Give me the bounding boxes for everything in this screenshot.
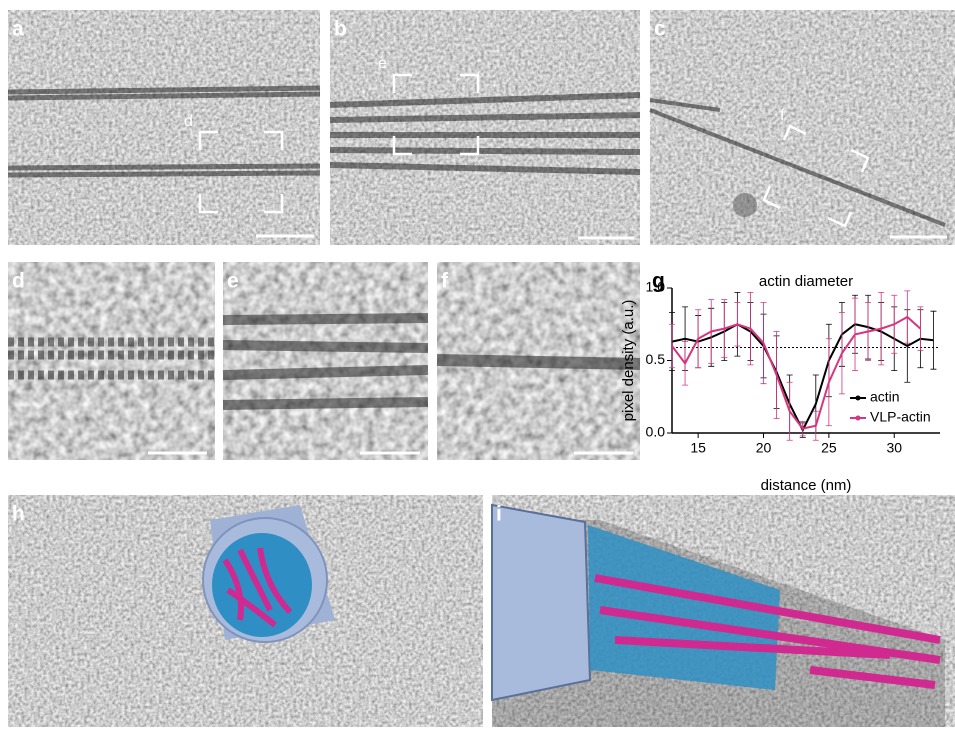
micrograph-i xyxy=(492,495,955,727)
legend-label: VLP-actin xyxy=(870,409,931,425)
legend-marker xyxy=(856,396,861,401)
x-tick-label: 30 xyxy=(886,440,902,456)
figure: actin diameter distance (nm) pixel density… xyxy=(0,0,955,727)
panel-label: g xyxy=(652,270,665,293)
micrograph-e xyxy=(223,262,428,460)
y-tick-label: 0.5 xyxy=(646,351,666,367)
panel-label: e xyxy=(227,270,239,293)
x-axis-label: distance (nm) xyxy=(761,477,852,494)
micrograph-a xyxy=(8,10,320,245)
chart-g: actin diameter distance (nm) pixel density… xyxy=(620,273,940,494)
panel-label: a xyxy=(12,18,24,41)
panel-label: h xyxy=(12,503,25,526)
micrograph-c xyxy=(650,10,955,245)
chart-title: actin diameter xyxy=(759,273,853,290)
legend-marker xyxy=(856,416,861,421)
x-tick-label: 20 xyxy=(756,440,772,456)
micrograph-h xyxy=(8,495,483,727)
micrograph-d xyxy=(8,262,215,460)
box-label: d xyxy=(184,113,193,130)
y-axis-label: pixel density (a.u.) xyxy=(620,300,637,422)
box-label: e xyxy=(378,55,387,72)
legend-label: actin xyxy=(870,389,900,405)
panel-label: b xyxy=(334,18,347,41)
y-tick-label: 0.0 xyxy=(646,424,666,440)
panel-label: i xyxy=(496,503,502,526)
micrograph-f xyxy=(437,262,640,460)
x-tick-label: 15 xyxy=(690,440,706,456)
box-label: f xyxy=(780,107,785,124)
panel-label: f xyxy=(441,270,449,293)
x-tick-label: 25 xyxy=(821,440,837,456)
panel-label: d xyxy=(12,270,25,293)
panel-label: c xyxy=(654,18,666,41)
micrograph-b xyxy=(330,10,640,245)
